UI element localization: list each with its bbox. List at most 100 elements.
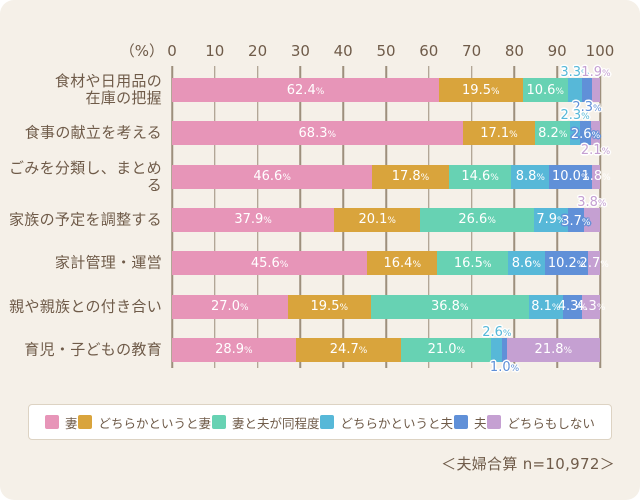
bar-segment-どちらかというと夫: 8.6%: [507, 251, 545, 276]
percent-sign: %: [601, 69, 611, 79]
bar-segment-妻と夫が同程度: 21.0%: [401, 337, 492, 362]
bar-row: 27.0% 19.5% 36.8% 8.1% 4.3% 4.3%: [172, 294, 605, 319]
axis-tick: 20: [248, 42, 268, 60]
percent-sign: %: [456, 346, 466, 357]
bar-segment-妻と夫が同程度: 8.2%: [535, 121, 571, 146]
bar-segment-どちらもしない: 4.3%: [576, 294, 605, 319]
percent-sign: %: [555, 86, 564, 97]
percent-sign: %: [490, 173, 499, 184]
percent-sign: %: [327, 129, 337, 140]
bar-value-label: 17.8%: [391, 169, 430, 185]
percent-sign: %: [557, 216, 566, 227]
legend-label: 妻と夫が同程度: [231, 415, 320, 431]
bar-value-label: 45.6%: [250, 255, 289, 271]
bar-segment-どちらかというと妻: 19.5%: [439, 78, 523, 102]
bar-value-label: 24.7%: [329, 342, 368, 358]
axis-tick: 70: [462, 42, 482, 60]
bar-value-label: 46.6%: [253, 169, 291, 185]
percent-sign: %: [315, 86, 325, 97]
bar-value-label: 8.2%: [538, 125, 568, 141]
bar-segment-どちらかというと夫: [570, 121, 580, 146]
axis-tick: 80: [504, 42, 524, 60]
bar-segment-夫: [581, 78, 592, 102]
bar-value-label: 62.4%: [286, 82, 325, 98]
axis-tick: 50: [376, 42, 396, 60]
axis-tick: 10: [205, 42, 225, 60]
bar-segment-どちらもしない: 1.8%: [581, 164, 611, 189]
bar-value-label: 20.1%: [358, 212, 396, 228]
bar-value-label: 2.3%: [560, 108, 590, 124]
plot-area: 62.4% 19.5% 10.6% 3.3% 2.3% 1.9% 68.3% 17.1% 8.2…: [171, 65, 611, 374]
bar-value-label: 8.6%: [511, 255, 541, 271]
percent-sign: %: [597, 198, 607, 209]
bar-row: 45.6% 16.4% 16.5% 8.6% 10.2% 2.7%: [172, 251, 609, 276]
category-label: 育児・子どもの教育: [24, 340, 162, 359]
bar-segment-妻: 28.9%: [172, 337, 296, 362]
bar-row: 68.3% 17.1% 8.2% 2.3% 2.6% 2.1%: [172, 109, 610, 157]
axis-tick: 40: [333, 42, 353, 60]
bar-segment-夫: 4.3%: [558, 294, 587, 319]
legend-label: どちらかというと妻: [98, 415, 211, 431]
bar-segment-どちらかというと夫: 8.1%: [528, 294, 564, 319]
legend-item: どちらもしない: [487, 413, 595, 432]
bar-segment-どちらかというと夫: 7.9%: [534, 207, 568, 232]
percent-sign: %: [239, 303, 249, 313]
bar-segment-どちらもしない: [591, 121, 600, 146]
bar-segment-妻と夫が同程度: 10.6%: [522, 78, 568, 102]
legend-item: 妻: [45, 413, 78, 432]
percent-sign: %: [602, 173, 611, 184]
bar-value-label: 7.9%: [536, 212, 566, 228]
bar-segment-妻: 37.9%: [172, 207, 335, 232]
legend-swatch: [211, 415, 226, 429]
percent-sign: %: [596, 303, 606, 313]
bar-segment-どちらもしない: 21.8%: [506, 337, 600, 362]
percent-sign: %: [482, 259, 492, 270]
bar-row: 46.6% 17.8% 14.6% 8.8% 10.0% 1.8%: [172, 164, 611, 189]
bar-value-label: 19.5%: [462, 82, 500, 98]
bar-segment-妻: 68.3%: [172, 121, 463, 146]
legend-swatch: [453, 415, 468, 429]
bar-value-label: 3.3%: [560, 65, 590, 80]
bar-value-label: 2.6%: [570, 127, 601, 143]
bar-value-label: 26.6%: [458, 212, 496, 228]
bar-row: 28.9% 24.7% 21.0% 2.6% 1.0% 21.8%: [172, 326, 600, 374]
bar-segment-どちらもしない: [583, 207, 600, 232]
percent-sign: %: [510, 363, 520, 374]
category-label: 親や親族との付き合い: [9, 296, 162, 315]
bar-segment-夫: [567, 207, 584, 232]
bar-value-label: 27.0%: [211, 299, 249, 314]
bar-row: 37.9% 20.1% 26.6% 7.9% 3.7% 3.8%: [172, 196, 606, 232]
bar-value-label: 8.8%: [515, 169, 545, 185]
bar-segment-妻と夫が同程度: 36.8%: [371, 294, 529, 319]
bar-segment-妻: 62.4%: [172, 78, 440, 102]
percent-sign: %: [593, 104, 602, 114]
percent-sign: %: [279, 259, 289, 270]
percent-sign: %: [509, 129, 518, 140]
category-label: 家族の予定を調整する: [8, 210, 162, 229]
legend-item: 妻と夫が同程度: [211, 413, 320, 432]
bar-value-label: 37.9%: [234, 212, 272, 228]
percent-sign: %: [578, 303, 587, 313]
bar-value-label: 2.6%: [482, 324, 512, 340]
percent-sign: %: [558, 129, 568, 140]
legend-item: どちらかというと夫: [320, 413, 453, 432]
bar-segment-どちらかというと妻: 20.1%: [334, 207, 421, 232]
percent-sign: %: [536, 173, 545, 184]
bar-value-label: 1.9%: [581, 65, 611, 80]
bar-segment-妻と夫が同程度: 14.6%: [448, 164, 512, 189]
bar-segment-どちらもしない: [591, 78, 600, 102]
axis-unit-label: （%）: [119, 42, 164, 60]
percent-sign: %: [581, 112, 590, 123]
percent-sign: %: [591, 131, 601, 142]
bar-segment-妻と夫が同程度: 16.5%: [437, 251, 508, 276]
axis-tick-row: （%） 0 10 20 30 40 50 60 70 80 90 100: [120, 42, 615, 60]
bar-value-label: 2.7%: [579, 255, 609, 271]
axis-tick: 100: [585, 42, 615, 60]
bar-value-label: 3.8%: [577, 194, 607, 210]
bar-segment-妻: 46.6%: [172, 164, 373, 189]
percent-sign: %: [244, 346, 253, 357]
percent-sign: %: [412, 259, 421, 270]
percent-sign: %: [420, 173, 430, 184]
bar-segment-夫: [502, 337, 507, 362]
